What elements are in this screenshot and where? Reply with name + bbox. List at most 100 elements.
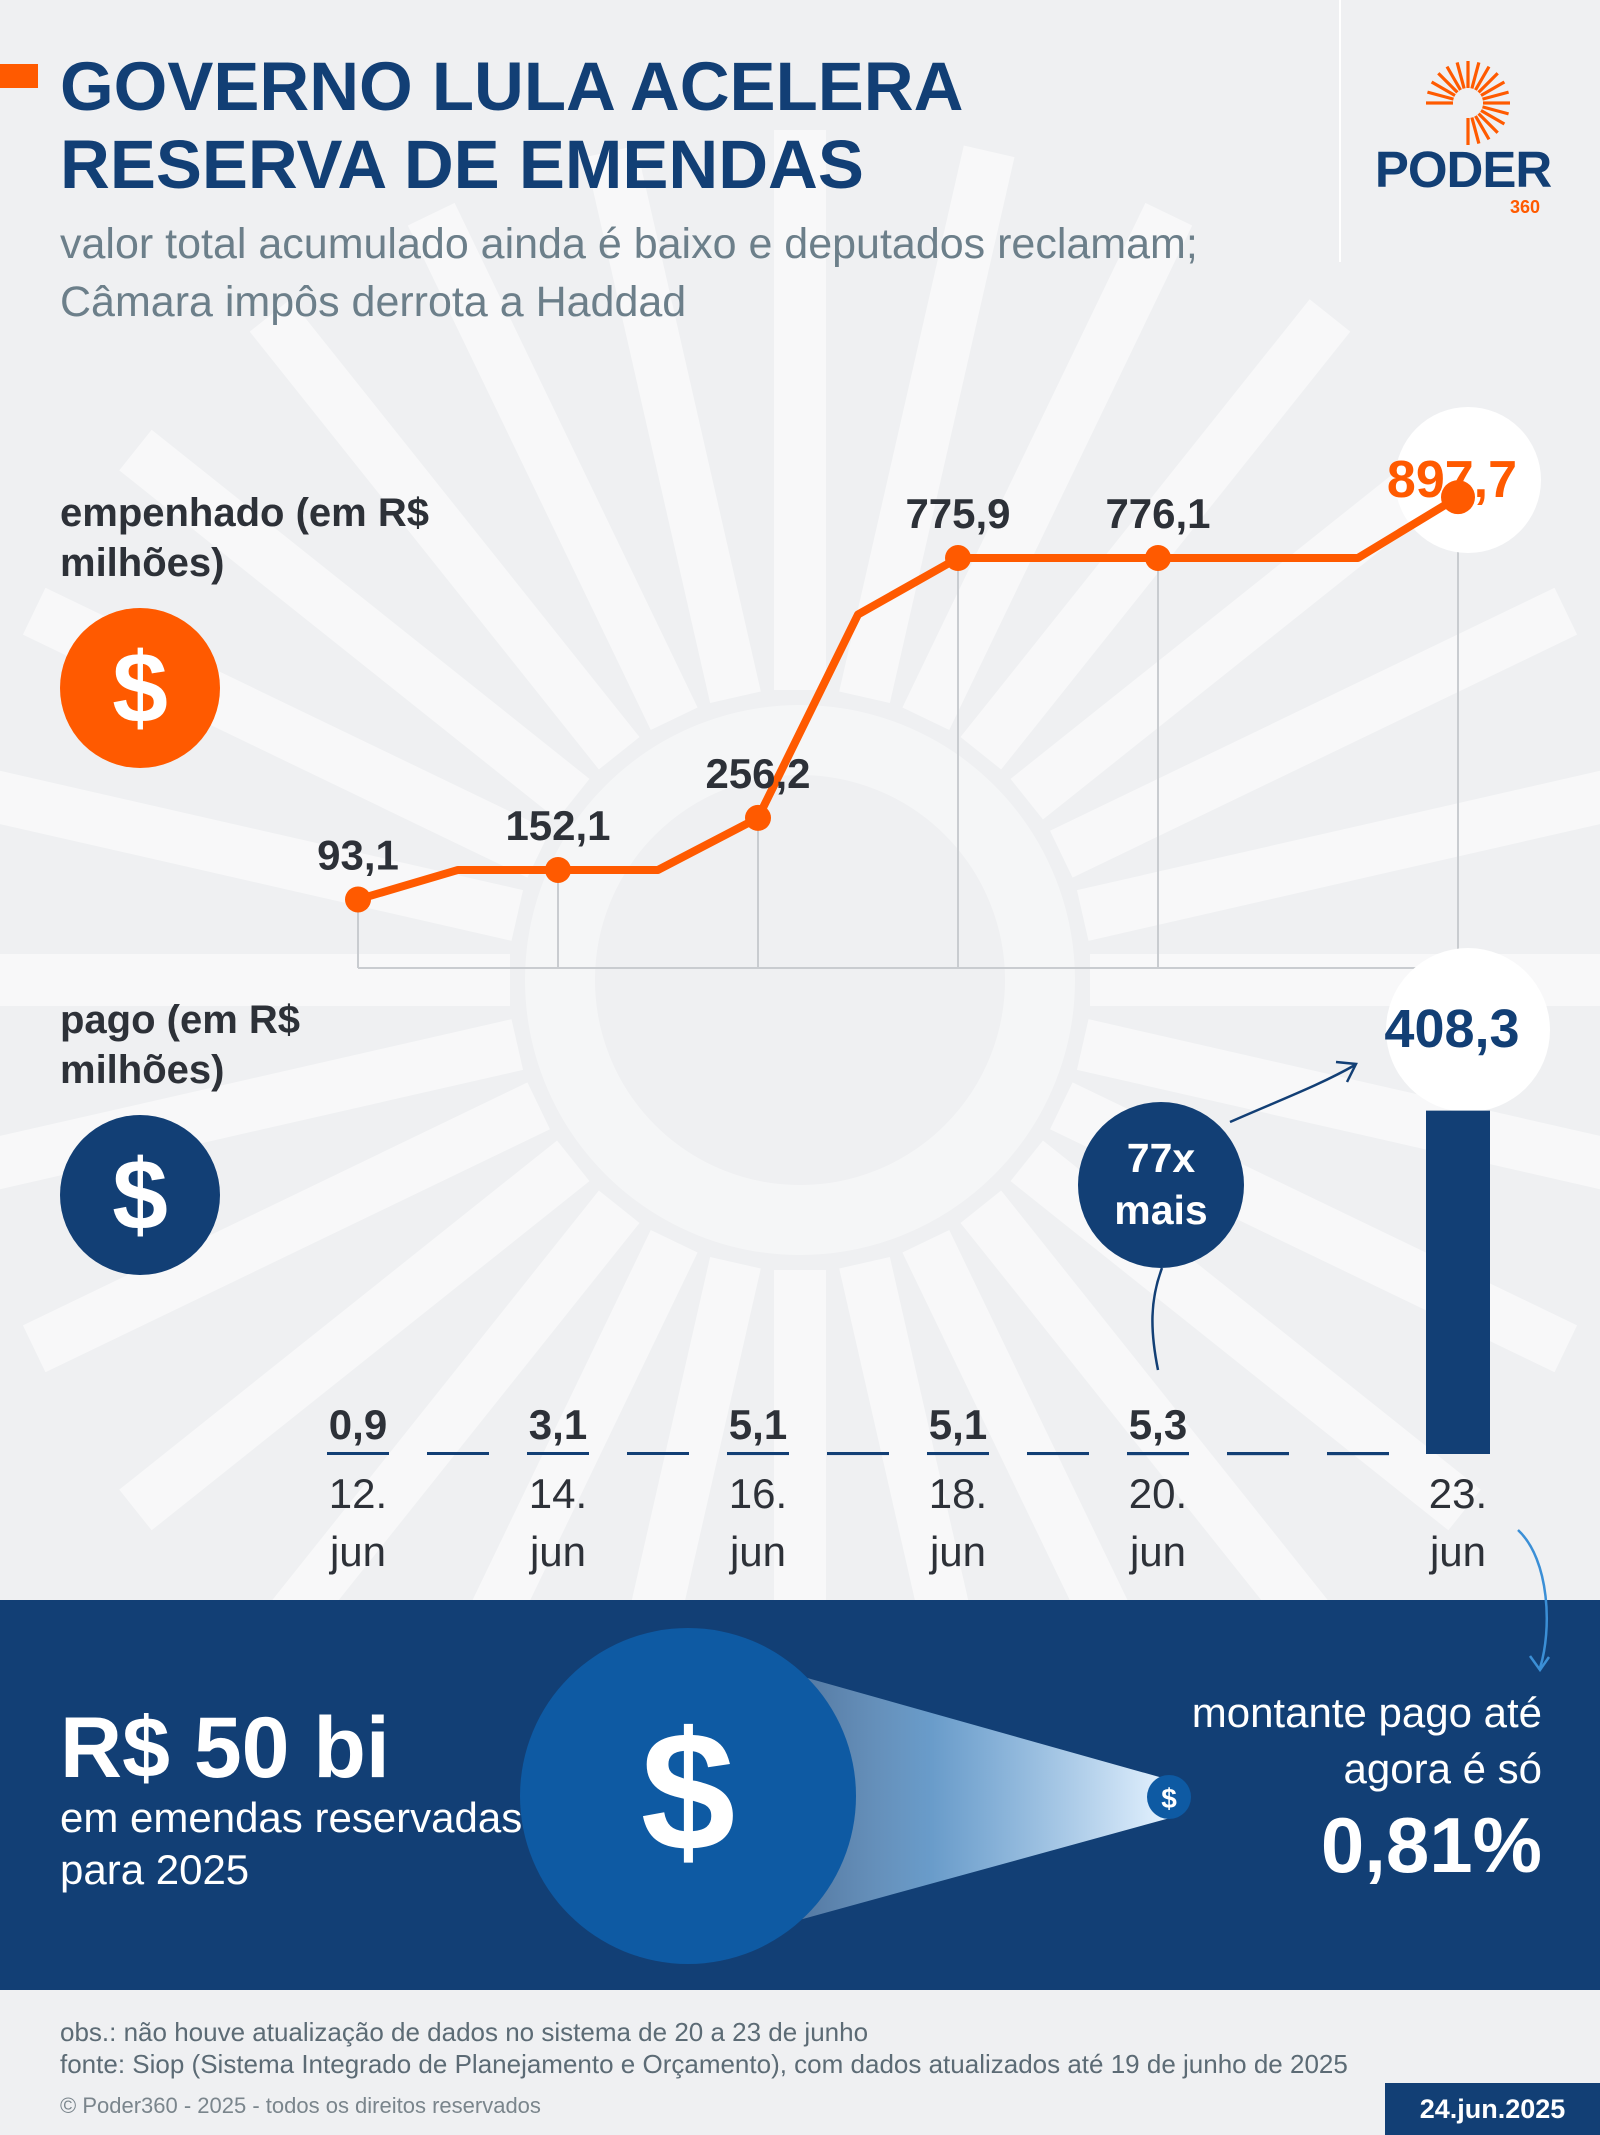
- logo-ray: [1482, 90, 1509, 101]
- summary-amount: R$ 50 bi: [60, 1700, 390, 1796]
- summary-amount-desc: em emendas reservadas para 2025: [60, 1794, 523, 1893]
- x-tick-label: 20. jun: [1128, 1470, 1187, 1575]
- footer-source: fonte: Siop (Sistema Integrado de Planej…: [60, 2049, 1348, 2079]
- logo-word: PODER: [1374, 141, 1552, 198]
- background-ray-bar: [407, 202, 698, 730]
- background-ray-bar: [585, 1256, 761, 1600]
- background-ray-bar: [774, 1270, 826, 1600]
- background-ray-bar: [249, 1190, 640, 1600]
- background-ray: [585, 1256, 761, 1600]
- background-ray-bar: [839, 1256, 1015, 1600]
- callout-arrow-icon: [1229, 1063, 1356, 1124]
- empenhado-data-label: 775,9: [905, 490, 1010, 537]
- logo-ray: [1427, 90, 1454, 101]
- large-coin: [520, 1628, 856, 1964]
- empenhado-data-label: 256,2: [705, 750, 810, 797]
- empenhado-point: [345, 886, 371, 913]
- footer-obs: obs.: não houve atualização de dados no …: [60, 2017, 869, 2047]
- background-ray-bar: [0, 765, 524, 941]
- pago-data-label: 3,1: [529, 1401, 587, 1448]
- background-ray-bar: [407, 1229, 698, 1600]
- logo-ray: [1482, 105, 1509, 116]
- background-ray: [249, 1190, 640, 1600]
- x-tick-label-line: 14.: [529, 1470, 587, 1517]
- background-ray: [119, 1140, 590, 1531]
- small-coin-dollar-icon: $: [1161, 1783, 1177, 1814]
- background-ray: [839, 1256, 1015, 1600]
- x-tick-label-line: jun: [1128, 1528, 1186, 1575]
- sun-burst-icon: [1426, 61, 1510, 145]
- empenhado-label: empenhado (em R$ milhões): [60, 491, 429, 585]
- background-ray-bar: [0, 954, 510, 1006]
- x-tick-label: 18. jun: [928, 1470, 987, 1575]
- background-ray: [1076, 765, 1600, 941]
- logo-ray: [1477, 72, 1499, 94]
- date-badge: 24.jun.2025: [1385, 2083, 1600, 2135]
- background-ray-bar: [902, 1229, 1193, 1600]
- pago-bar: [1426, 1110, 1490, 1454]
- pago-bar: [427, 1452, 489, 1455]
- summary-paid-desc: montante pago até agora é só: [1191, 1689, 1542, 1792]
- summary-paid-pct: 0,81%: [1320, 1801, 1542, 1889]
- background-ray-bar: [774, 130, 826, 690]
- pago-bar: [527, 1452, 589, 1455]
- background-ray-bar: [839, 145, 1015, 704]
- x-tick-label: 12. jun: [328, 1470, 387, 1575]
- background-ray-bar: [119, 1140, 590, 1531]
- x-tick-label-line: 12.: [329, 1470, 387, 1517]
- multiplier-text: 77x mais: [1114, 1135, 1207, 1233]
- curved-arrow-down-icon: [1517, 1529, 1551, 1673]
- x-tick-label-line: jun: [1428, 1528, 1486, 1575]
- background-burst: [0, 0, 1600, 1600]
- pago-data-label: 0,9: [329, 1401, 387, 1448]
- empenhado-dollar-icon: $: [60, 608, 220, 768]
- logo-ray: [1445, 65, 1462, 91]
- x-tick-label-line: jun: [728, 1528, 786, 1575]
- pago-label: pago (em R$ milhões): [60, 998, 301, 1092]
- background-ray-bar: [1076, 765, 1600, 941]
- title-accent-bar: [0, 64, 38, 88]
- background-ray-bar: [1010, 429, 1481, 820]
- large-coin-dollar-icon: $: [641, 1697, 736, 1887]
- logo-number: 360: [1509, 197, 1540, 217]
- empenhado-point: [1145, 544, 1171, 571]
- pago-bar: [727, 1452, 789, 1456]
- background-ray: [407, 202, 698, 730]
- multiplier-badge: [1078, 1102, 1244, 1268]
- pago-data-label: 5,1: [929, 1401, 987, 1448]
- background-ray: [1010, 429, 1481, 820]
- background-ray: [1076, 1019, 1600, 1195]
- background-ray: [585, 145, 761, 704]
- background-ray: [839, 145, 1015, 704]
- background-ray: [960, 1190, 1351, 1600]
- background-ray-bar: [960, 299, 1351, 770]
- value-highlight-circle: [1386, 948, 1550, 1112]
- pago-bar: [627, 1452, 689, 1455]
- background-ray-bar: [960, 1190, 1351, 1600]
- callout-arrowhead-icon: [1335, 1060, 1358, 1083]
- logo-ray: [1477, 112, 1499, 134]
- x-tick-label: 23. jun: [1428, 1470, 1487, 1575]
- header-divider: [1339, 0, 1341, 262]
- pago-dollar-icon: $: [60, 1115, 220, 1275]
- x-tick-label-line: 16.: [729, 1470, 787, 1517]
- background-ray: [249, 299, 640, 770]
- x-tick-label-line: 23.: [1429, 1470, 1487, 1517]
- empenhado-data-label: 93,1: [317, 831, 399, 878]
- empenhado-line: [354, 493, 1462, 904]
- page-title: GOVERNO LULA ACELERA RESERVA DE EMENDAS: [60, 48, 961, 203]
- x-tick-label: 16. jun: [728, 1470, 787, 1575]
- background-ray: [902, 1229, 1193, 1600]
- pago-data-label: 5,1: [729, 1401, 787, 1448]
- background-ray: [774, 130, 826, 690]
- x-tick-label-line: jun: [928, 1528, 986, 1575]
- empenhado-point: [745, 804, 771, 831]
- empenhado-point: [1441, 480, 1475, 515]
- background-ray: [22, 1082, 550, 1373]
- logo-ray: [1470, 62, 1481, 89]
- background-ray: [960, 299, 1351, 770]
- x-tick-label-line: jun: [328, 1528, 386, 1575]
- background-ray: [0, 765, 524, 941]
- logo-ray: [1483, 101, 1510, 105]
- background-ray-bar: [585, 145, 761, 704]
